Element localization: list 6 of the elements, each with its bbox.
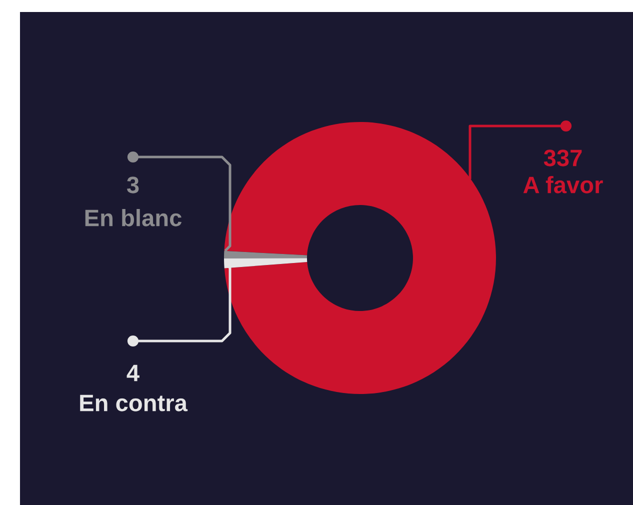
data-label: 337	[544, 150, 582, 166]
data-label: 4	[126, 364, 140, 382]
slice-label: En blanc	[85, 208, 182, 226]
data-label: 3	[126, 176, 139, 194]
slice-label: A favor	[523, 176, 603, 194]
slice-label: En contra	[80, 394, 188, 412]
